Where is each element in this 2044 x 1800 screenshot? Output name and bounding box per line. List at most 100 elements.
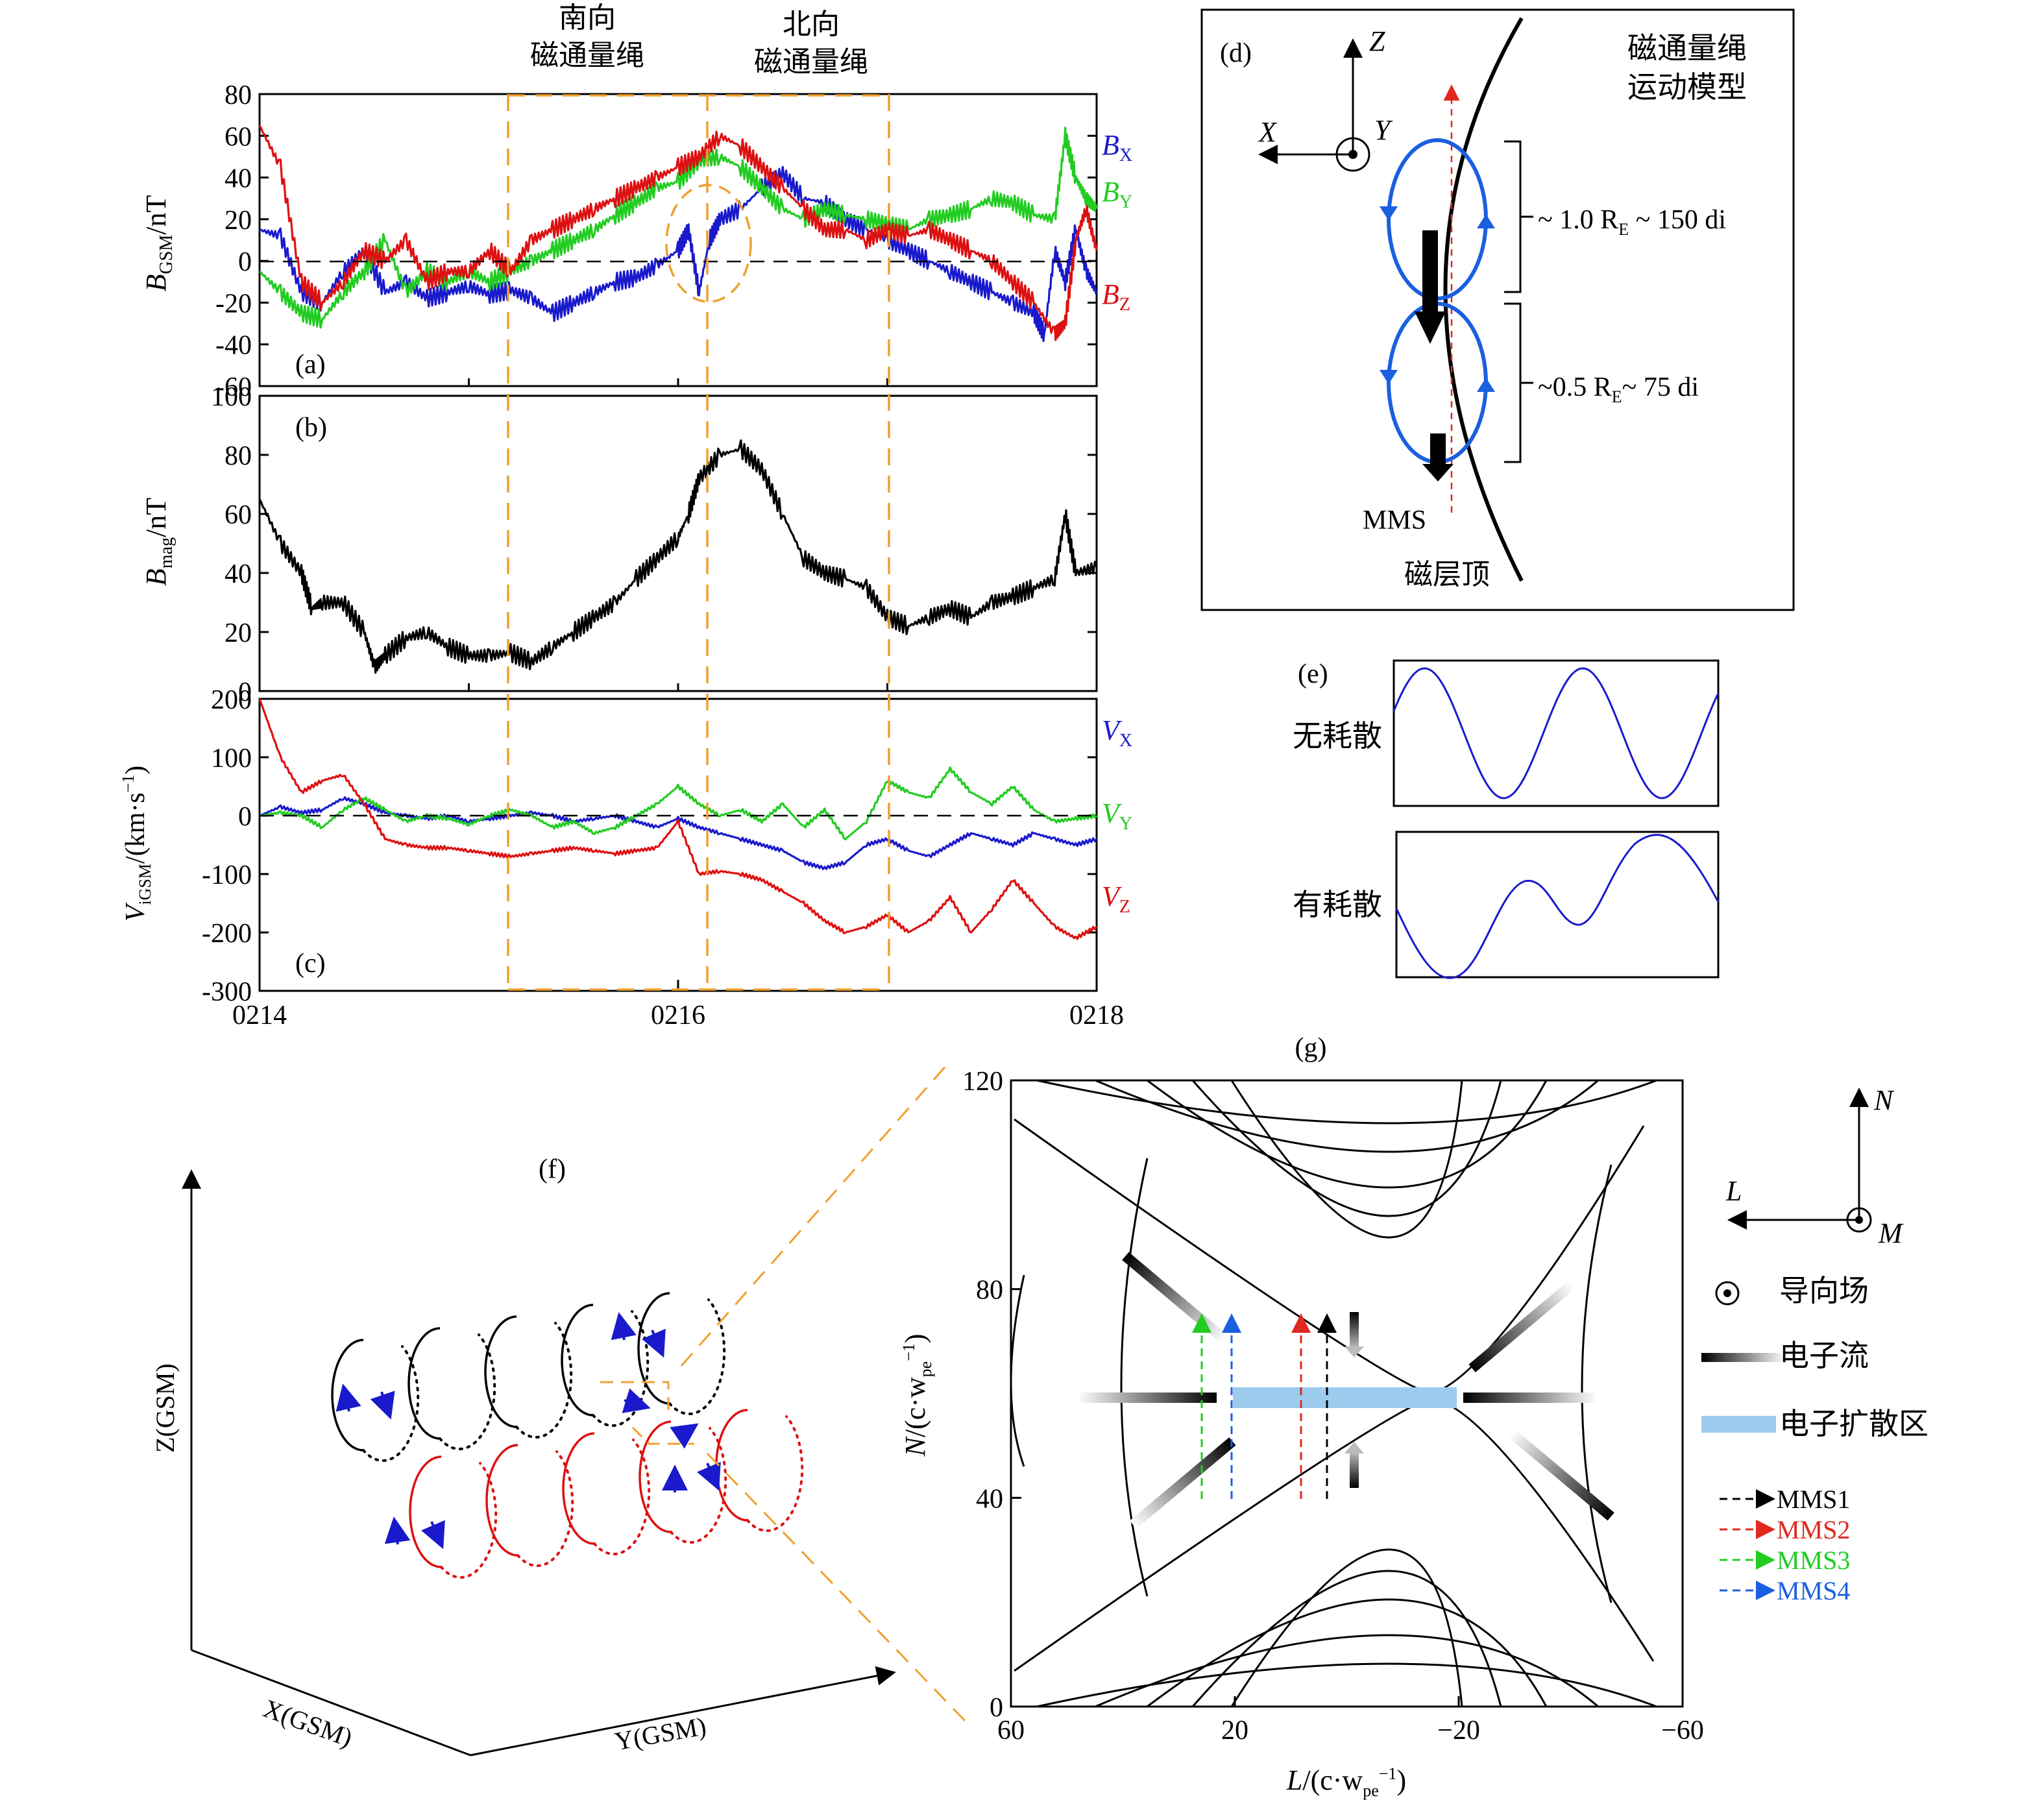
x-tick-label: 0216 xyxy=(651,1001,705,1030)
helix-back xyxy=(593,1439,651,1556)
guide-field-icon xyxy=(1715,1281,1740,1306)
panel-d: (d) 磁通量绳 运动模型 Z X Y xyxy=(1200,8,1795,611)
panel-c-ylabel-close: ) xyxy=(121,766,151,775)
g-x-tick-label: 60 xyxy=(997,1716,1025,1745)
panel-c-tick-label: -300 xyxy=(202,977,252,1007)
field-line-bottom xyxy=(1036,1662,1657,1707)
dissipation-frame xyxy=(1395,831,1720,979)
y-gsm-axis xyxy=(470,1666,896,1757)
panel-c-series-labels: VX VY VZ xyxy=(1102,714,1132,917)
panel-c-ylabel-exp: −1 xyxy=(119,775,138,793)
panel-a: 80 60 40 20 0 -20 -40 -60 (a) BGSM/nT BX BY BZ xyxy=(140,80,1132,402)
zoom-line-upper xyxy=(680,1064,949,1367)
panel-f: (f) Z(GSM) X(GSM) Y(GSM) xyxy=(151,1064,968,1757)
panel-b-tick-label: 20 xyxy=(225,618,252,648)
helix-front xyxy=(485,1444,518,1557)
series-v-x xyxy=(259,796,1098,870)
no-dissipation-wave xyxy=(1393,667,1720,799)
panel-b-tick-label: 80 xyxy=(225,441,252,471)
field-line-bottom xyxy=(1191,1570,1502,1707)
south-rope-label: 南向 磁通量绳 xyxy=(530,1,644,72)
helix-front xyxy=(715,1409,748,1522)
panel-a-ylabel-main: B xyxy=(140,274,172,291)
panel-c-label: (c) xyxy=(295,949,326,979)
panel-c-tick-label: -200 xyxy=(202,919,252,949)
north-rope-line2: 磁通量绳 xyxy=(754,45,868,79)
size-label-upper: ~ 1.0 RE ~ 150 di xyxy=(1538,205,1726,239)
magnetopause-curve xyxy=(1443,17,1524,582)
black-helix xyxy=(331,1292,726,1463)
field-line-left-outer xyxy=(1011,1274,1025,1467)
axis-m-label: M xyxy=(1878,1217,1904,1249)
diffusion-region xyxy=(1233,1387,1457,1408)
helix-back xyxy=(439,1333,496,1451)
helix-back xyxy=(668,1298,726,1416)
field-lines xyxy=(1011,1080,1657,1707)
panel-b-tick-label: 100 xyxy=(211,382,252,412)
south-rope-line1: 南向 xyxy=(559,1,616,34)
panel-c-series xyxy=(258,698,1098,940)
size-brace-lower xyxy=(1504,302,1533,463)
x-gsm-axis xyxy=(191,1649,471,1757)
separatrix-upper xyxy=(1014,1118,1645,1395)
north-rope-label: 北向 磁通量绳 xyxy=(754,8,868,79)
panel-b-label: (b) xyxy=(295,413,327,443)
helix-front xyxy=(484,1315,517,1428)
panel-b-tick-label: 40 xyxy=(225,559,252,589)
z-gsm-label: Z(GSM) xyxy=(151,1363,180,1453)
size-label-lower: ~0.5 RE~ 75 di xyxy=(1538,372,1699,406)
panel-a-tick-label: 60 xyxy=(225,122,252,152)
panel-d-label: (d) xyxy=(1220,38,1252,68)
panel-a-series xyxy=(258,125,1098,343)
panel-b-ylabel-sub: mag xyxy=(156,537,176,568)
south-rope-line2: 磁通量绳 xyxy=(530,39,644,72)
panel-c-y-ticks: 200 100 0 -100 -200 -300 xyxy=(202,685,1097,1007)
bx-label: BX xyxy=(1102,129,1132,165)
flux-rope-arrows xyxy=(1380,206,1495,392)
panel-c-tick-label: -100 xyxy=(202,860,252,890)
panel-c-tick-label: 200 xyxy=(211,685,252,715)
panel-a-tick-label: 20 xyxy=(225,206,252,236)
panel-c: 200 100 0 -100 -200 -300 0214 0216 0218 (c) ViG… xyxy=(119,685,1132,1030)
panel-a-y-ticks: 80 60 40 20 0 -20 -40 -60 xyxy=(215,80,1098,402)
panel-c-ylabel-unit: /(km·s xyxy=(121,792,151,864)
series-b-mag xyxy=(258,439,1098,674)
mms-legend-label: MMS2 xyxy=(1777,1515,1850,1544)
series-v-y xyxy=(259,766,1098,841)
panel-b-ylabel-main: B xyxy=(140,568,172,586)
helix-front xyxy=(408,1327,441,1440)
panel-b-tick-label: 0 xyxy=(238,677,252,707)
g-x-tick-label: −60 xyxy=(1661,1716,1704,1745)
helix-back xyxy=(362,1345,420,1463)
helix-front xyxy=(637,1292,670,1405)
zoom-line-lower xyxy=(706,1452,968,1724)
helix-back xyxy=(670,1427,727,1544)
panel-a-ylabel-sub: GSM xyxy=(156,235,176,274)
helix-front xyxy=(331,1339,364,1452)
panel-e-label: (e) xyxy=(1298,659,1328,689)
helix-back xyxy=(440,1462,498,1579)
separatrix-lower xyxy=(1014,1397,1655,1672)
mms-legend-label: MMS4 xyxy=(1777,1576,1850,1605)
axis-x-label: X xyxy=(1258,116,1278,148)
panel-g-ylabel: N/(c·wpe−1) xyxy=(899,1333,935,1457)
panel-c-ylabel-sub: iGSM xyxy=(136,864,154,905)
axis-z-label: Z xyxy=(1369,25,1385,57)
panel-g-xlabel: L/(c·wpe−1) xyxy=(1286,1764,1406,1800)
vz-label: VZ xyxy=(1102,881,1130,917)
panel-d-axes: Z X Y xyxy=(1258,25,1393,172)
field-line-top xyxy=(1095,1080,1599,1153)
field-line-bottom xyxy=(1147,1598,1548,1707)
size-brace-upper xyxy=(1504,140,1533,293)
g-y-tick-label: 40 xyxy=(976,1484,1003,1514)
panel-a-ylabel-unit: /nT xyxy=(140,195,172,235)
axis-n-label: N xyxy=(1873,1084,1895,1116)
legend-electron-flow: 电子流 xyxy=(1779,1338,1869,1373)
red-helix xyxy=(409,1409,804,1579)
diffusion-region-swatch xyxy=(1701,1416,1776,1433)
field-line-left xyxy=(1120,1158,1149,1597)
panel-c-tick-label: 0 xyxy=(238,802,252,832)
panel-d-title: 磁通量绳 运动模型 xyxy=(1627,30,1747,104)
series-b-x xyxy=(259,165,1098,343)
